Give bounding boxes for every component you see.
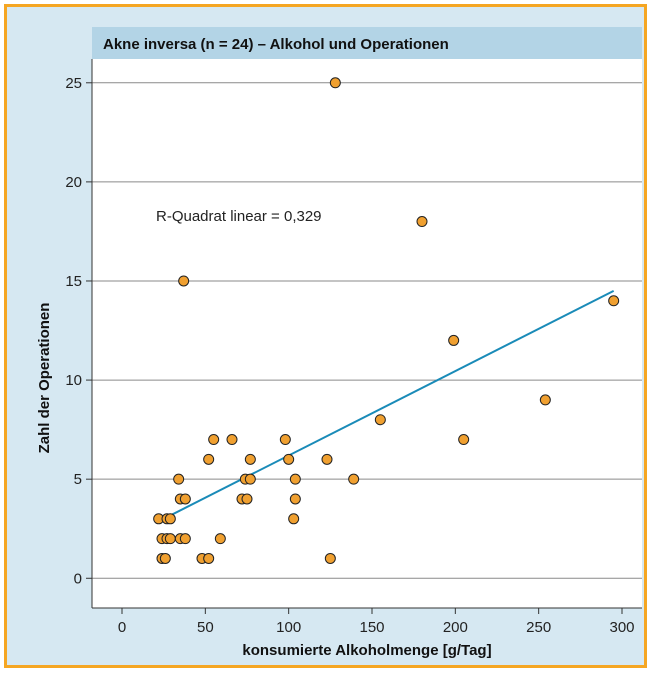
x-axis-title: konsumierte Alkoholmenge [g/Tag] [242,642,491,659]
data-point [244,453,256,465]
data-point [321,453,333,465]
data-point [179,493,191,505]
y-tick-label: 20 [65,174,82,191]
r-squared-annotation: R-Quadrat linear = 0,329 [156,208,322,225]
data-point [208,434,220,446]
x-tick-label: 300 [609,619,634,636]
data-point [241,493,253,505]
data-point [203,552,215,564]
data-point [608,295,620,307]
data-point [374,414,386,426]
data-point [164,513,176,525]
chart-title: Akne inversa (n = 24) – Alkohol und Oper… [103,36,449,53]
data-point [159,552,171,564]
data-point [244,473,256,485]
x-tick-label: 150 [359,619,384,636]
y-axis-title: Zahl der Operationen [36,303,53,454]
x-tick-label: 0 [118,619,126,636]
regression-line [163,289,615,520]
data-point [283,453,295,465]
x-tick-label: 100 [276,619,301,636]
x-tick-label: 50 [197,619,214,636]
data-point [448,334,460,346]
chart-frame: Akne inversa (n = 24) – Alkohol und Oper… [4,4,647,668]
data-point [226,434,238,446]
data-point [178,275,190,287]
data-point [539,394,551,406]
data-point [289,493,301,505]
data-point [289,473,301,485]
data-point [288,513,300,525]
data-point [203,453,215,465]
y-tick-label: 5 [74,471,82,488]
y-tick-label: 25 [65,75,82,92]
data-point [279,434,291,446]
data-point [164,533,176,545]
data-point [179,533,191,545]
data-point [458,434,470,446]
data-point [416,216,428,228]
x-tick-label: 200 [443,619,468,636]
data-point [348,473,360,485]
data-point [173,473,185,485]
data-point [329,77,341,89]
data-point [324,552,336,564]
data-point [214,533,226,545]
scatter-chart: Akne inversa (n = 24) – Alkohol und Oper… [36,27,642,659]
trendline-layer [163,289,615,520]
y-tick-label: 0 [74,570,82,587]
plot-area [92,59,642,608]
x-tick-label: 250 [526,619,551,636]
title-band [92,27,642,59]
points-layer [153,77,620,564]
y-tick-label: 15 [65,273,82,290]
y-tick-label: 10 [65,372,82,389]
